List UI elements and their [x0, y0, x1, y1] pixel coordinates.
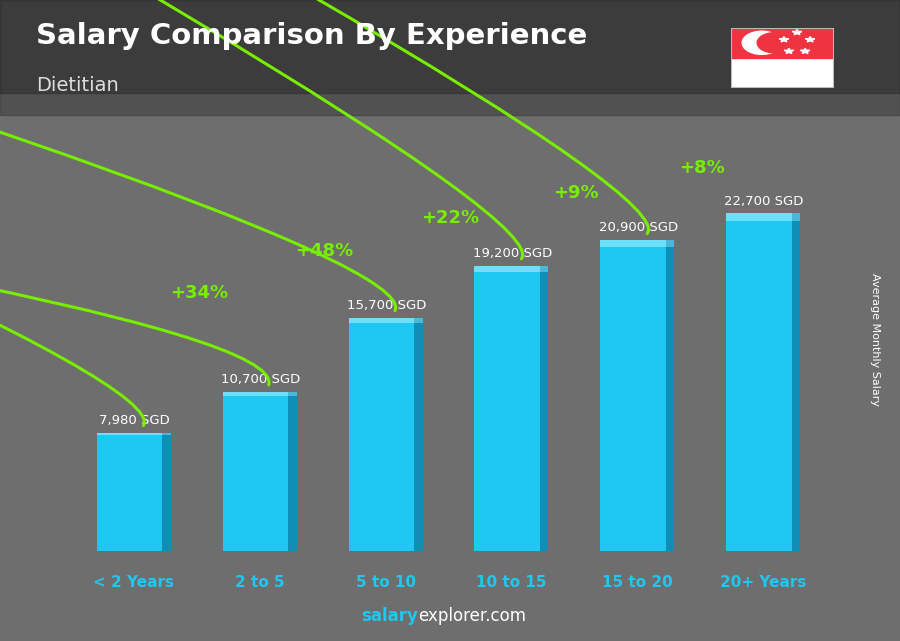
Text: 10,700 SGD: 10,700 SGD	[220, 373, 300, 386]
Polygon shape	[800, 48, 810, 54]
Polygon shape	[784, 48, 794, 54]
Text: 10 to 15: 10 to 15	[476, 575, 546, 590]
Bar	[222, 392, 288, 551]
Bar	[474, 265, 540, 551]
Text: Average Monthly Salary: Average Monthly Salary	[869, 273, 880, 406]
Text: 5 to 10: 5 to 10	[356, 575, 416, 590]
Text: +34%: +34%	[170, 284, 228, 302]
Polygon shape	[779, 37, 788, 42]
Bar	[348, 318, 414, 551]
Polygon shape	[792, 29, 802, 35]
Polygon shape	[806, 37, 814, 42]
Bar	[540, 265, 548, 551]
Text: salary: salary	[362, 607, 418, 625]
Bar	[222, 392, 288, 395]
Bar	[162, 433, 171, 551]
Text: +22%: +22%	[421, 209, 480, 227]
Bar	[792, 213, 800, 551]
Bar	[414, 318, 422, 551]
Bar	[414, 318, 422, 323]
Text: +9%: +9%	[554, 184, 599, 202]
Text: < 2 Years: < 2 Years	[94, 575, 175, 590]
Text: Salary Comparison By Experience: Salary Comparison By Experience	[36, 22, 587, 51]
Bar	[348, 318, 414, 323]
Bar	[600, 240, 666, 551]
Bar	[0, 0, 900, 115]
Bar	[540, 265, 548, 272]
Text: 2 to 5: 2 to 5	[235, 575, 284, 590]
Text: explorer.com: explorer.com	[418, 607, 526, 625]
Bar	[666, 240, 674, 551]
Text: 7,980 SGD: 7,980 SGD	[99, 413, 170, 426]
Bar	[600, 240, 666, 247]
Text: Dietitian: Dietitian	[36, 76, 119, 95]
Bar	[726, 213, 792, 221]
Text: 15,700 SGD: 15,700 SGD	[346, 299, 426, 312]
Text: 15 to 20: 15 to 20	[602, 575, 672, 590]
Bar	[731, 28, 834, 58]
Text: +8%: +8%	[680, 159, 725, 177]
Bar	[666, 240, 674, 247]
Bar	[162, 433, 171, 435]
Bar	[97, 433, 162, 435]
Bar	[792, 213, 800, 221]
Text: 20,900 SGD: 20,900 SGD	[598, 221, 678, 235]
Bar	[288, 392, 297, 551]
Circle shape	[757, 33, 791, 53]
Text: 22,700 SGD: 22,700 SGD	[724, 194, 804, 208]
Bar	[726, 213, 792, 551]
Text: +48%: +48%	[295, 242, 354, 260]
Text: 20+ Years: 20+ Years	[720, 575, 806, 590]
Text: 19,200 SGD: 19,200 SGD	[472, 247, 552, 260]
Bar	[474, 265, 540, 272]
Bar	[97, 433, 162, 551]
Bar	[288, 392, 297, 395]
Circle shape	[742, 31, 781, 54]
